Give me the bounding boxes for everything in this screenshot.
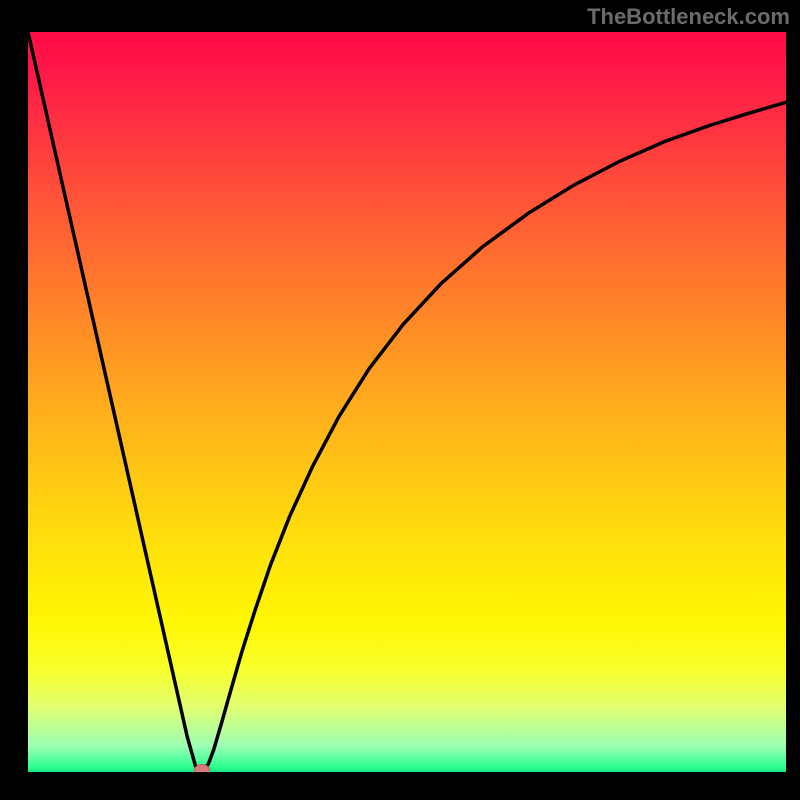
curve-svg (28, 32, 786, 772)
plot-area (28, 32, 786, 772)
minimum-marker (194, 764, 210, 772)
bottleneck-curve (28, 32, 786, 771)
watermark-text: TheBottleneck.com (587, 4, 790, 30)
chart-frame: TheBottleneck.com (0, 0, 800, 800)
